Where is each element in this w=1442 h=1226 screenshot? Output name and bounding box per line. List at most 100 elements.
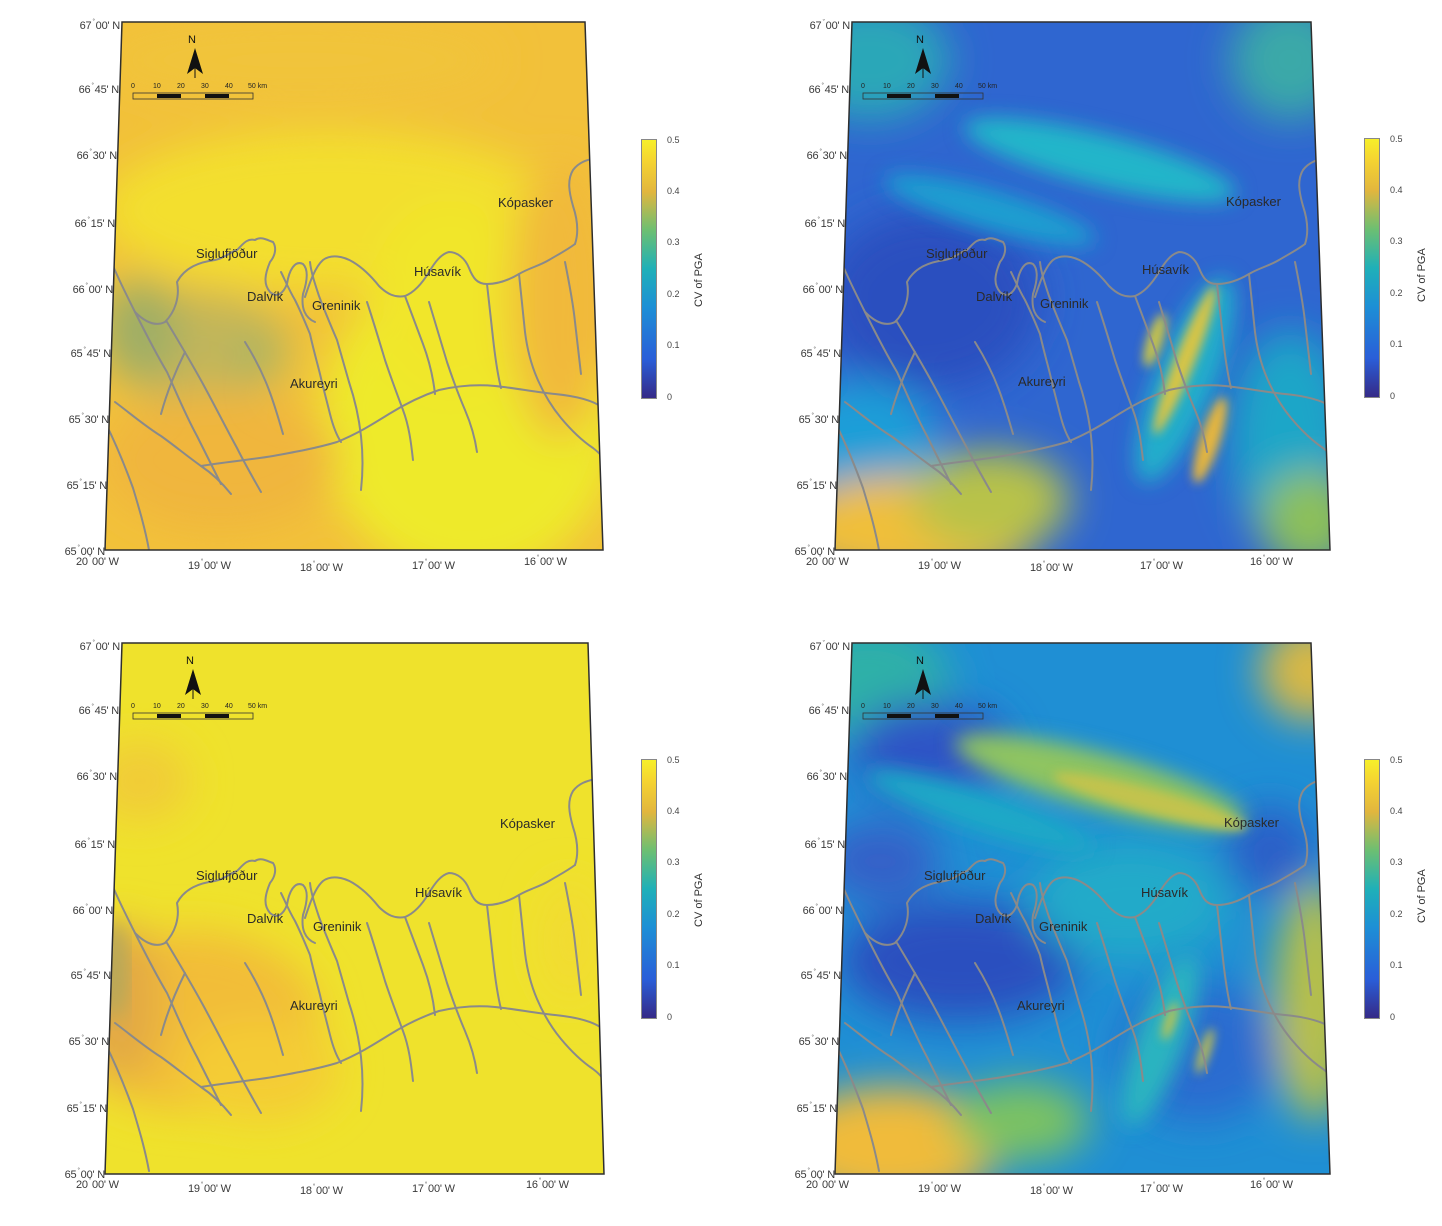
lat-tick: 66°30' N — [806, 149, 848, 162]
lat-tick: 65°45' N — [70, 969, 112, 982]
lat-tick: 67°00' N — [79, 19, 121, 32]
north-label: N — [186, 655, 194, 667]
lat-tick: 65°30' N — [798, 1035, 840, 1048]
colorbar-title: CV of PGA — [693, 873, 705, 927]
city-label-husavik: Húsavík — [1141, 885, 1188, 900]
lat-tick: 65°15' N — [796, 479, 838, 492]
city-label-akureyri: Akureyri — [1017, 998, 1065, 1013]
lat-tick: 65°45' N — [800, 969, 842, 982]
lat-tick: 66°30' N — [76, 149, 118, 162]
colorbar-gradient — [641, 759, 657, 1019]
city-label-akureyri: Akureyri — [290, 376, 338, 391]
lat-tick: 65°15' N — [796, 1102, 838, 1115]
city-label-dalvik: Dalvík — [247, 289, 284, 304]
lon-tick: 17°00' W — [1140, 1182, 1183, 1195]
lat-tick: 65°00' N — [64, 545, 106, 558]
colorbar-title: CV of PGA — [1416, 869, 1428, 923]
lat-tick: 65°00' N — [794, 1168, 836, 1181]
lon-tick: 18°00' W — [1030, 1184, 1073, 1197]
colorbar-gradient — [1364, 138, 1380, 398]
lat-tick: 67°00' N — [809, 640, 851, 653]
lat-tick: 66°00' N — [72, 283, 114, 296]
lon-tick: 19°00' W — [188, 559, 231, 572]
lat-tick: 65°30' N — [798, 413, 840, 426]
colorbar-title: CV of PGA — [693, 253, 705, 307]
lat-tick: 65°00' N — [794, 545, 836, 558]
city-label-dalvik: Dalvík — [975, 911, 1012, 926]
colorbar-title: CV of PGA — [1416, 248, 1428, 302]
lat-tick: 66°00' N — [72, 904, 114, 917]
lat-tick: 65°45' N — [800, 347, 842, 360]
lat-tick: 66°15' N — [74, 217, 116, 230]
lon-tick: 19°00' W — [918, 559, 961, 572]
cv-pga-heatmap — [104, 21, 604, 551]
city-label-greninik: Greninik — [1039, 919, 1088, 934]
lat-tick: 66°15' N — [804, 217, 846, 230]
city-label-greninik: Greninik — [312, 298, 361, 313]
city-label-dalvik: Dalvík — [976, 289, 1013, 304]
north-arrow-icon — [185, 669, 201, 699]
city-label-siglufjordur: Siglufjöður — [196, 246, 258, 261]
city-label-husavik: Húsavík — [1142, 262, 1189, 277]
map-panel-bottom-left: N 0 10 20 30 40 50 km 67°00' N 66°45' N … — [0, 621, 721, 1226]
lat-tick: 65°30' N — [68, 413, 110, 426]
lat-tick: 65°30' N — [68, 1035, 110, 1048]
map-panel-top-left: N 0 10 20 30 40 50 km 67°00' N 66°45' N … — [0, 0, 721, 605]
north-label: N — [188, 34, 196, 46]
city-label-kopasker: Kópasker — [1226, 194, 1281, 209]
lat-tick: 67°00' N — [809, 19, 851, 32]
lat-tick: 66°30' N — [806, 770, 848, 783]
lon-tick: 18°00' W — [1030, 561, 1073, 574]
city-label-kopasker: Kópasker — [500, 816, 555, 831]
city-label-kopasker: Kópasker — [498, 195, 553, 210]
city-label-greninik: Greninik — [313, 919, 362, 934]
city-label-akureyri: Akureyri — [1018, 374, 1066, 389]
city-label-kopasker: Kópasker — [1224, 815, 1279, 830]
lon-tick: 19°00' W — [188, 1182, 231, 1195]
lat-tick: 65°45' N — [70, 347, 112, 360]
scale-bar — [862, 712, 984, 720]
lat-tick: 66°45' N — [808, 704, 850, 717]
north-label: N — [916, 34, 924, 46]
colorbar-gradient — [641, 139, 657, 399]
cv-pga-heatmap — [104, 642, 605, 1175]
north-arrow-icon — [915, 669, 931, 699]
lon-tick: 18°00' W — [300, 1184, 343, 1197]
map-panel-bottom-right: N 0 10 20 30 40 50 km 67°00' N 66°45' N … — [730, 621, 1442, 1226]
lon-tick: 18°00' W — [300, 561, 343, 574]
north-label: N — [916, 655, 924, 667]
colorbar-gradient — [1364, 759, 1380, 1019]
lon-tick: 16°00' W — [524, 555, 567, 568]
lat-tick: 65°15' N — [66, 479, 108, 492]
lon-tick: 19°00' W — [918, 1182, 961, 1195]
cv-pga-heatmap — [834, 642, 1331, 1175]
lon-tick: 20°00' W — [806, 1178, 849, 1191]
cv-pga-heatmap — [834, 21, 1331, 551]
city-label-greninik: Greninik — [1040, 296, 1089, 311]
north-arrow-icon — [915, 48, 931, 78]
lat-tick: 65°00' N — [64, 1168, 106, 1181]
lat-tick: 67°00' N — [79, 640, 121, 653]
lat-tick: 66°45' N — [808, 83, 850, 96]
lon-tick: 16°00' W — [1250, 555, 1293, 568]
scale-bar — [132, 92, 254, 100]
city-label-siglufjordur: Siglufjöður — [926, 246, 988, 261]
lat-tick: 66°00' N — [802, 283, 844, 296]
lat-tick: 66°45' N — [78, 704, 120, 717]
north-arrow-icon — [187, 48, 203, 78]
lat-tick: 66°00' N — [802, 904, 844, 917]
lon-tick: 17°00' W — [412, 1182, 455, 1195]
lon-tick: 17°00' W — [1140, 559, 1183, 572]
lon-tick: 20°00' W — [76, 555, 119, 568]
lat-tick: 66°15' N — [804, 838, 846, 851]
lat-tick: 66°15' N — [74, 838, 116, 851]
lon-tick: 20°00' W — [806, 555, 849, 568]
lon-tick: 16°00' W — [526, 1178, 569, 1191]
map-panel-top-right: N 0 10 20 30 40 50 km 67°00' N 66°45' N … — [730, 0, 1442, 605]
scale-bar — [132, 712, 254, 720]
lat-tick: 66°30' N — [76, 770, 118, 783]
lat-tick: 65°15' N — [66, 1102, 108, 1115]
city-label-akureyri: Akureyri — [290, 998, 338, 1013]
lat-tick: 66°45' N — [78, 83, 120, 96]
city-label-husavik: Húsavík — [414, 264, 461, 279]
